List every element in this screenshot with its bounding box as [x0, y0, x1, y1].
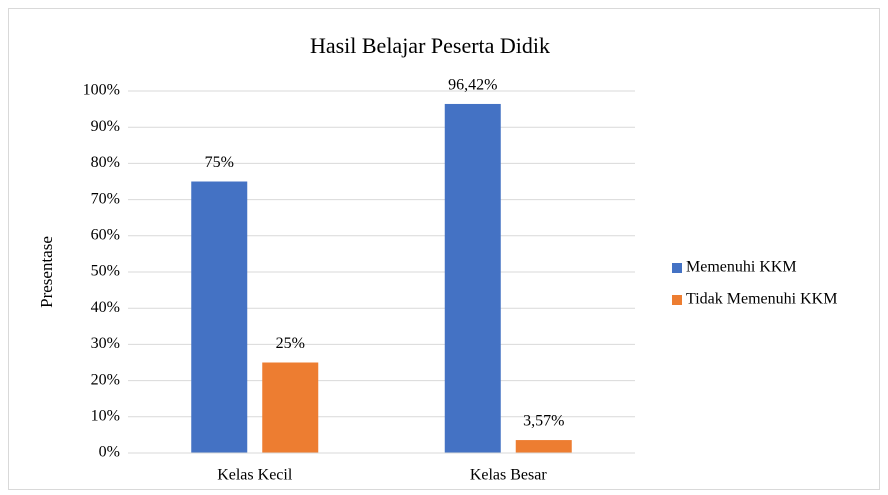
y-tick-label: 20%	[91, 371, 120, 388]
legend-label: Tidak Memenuhi KKM	[686, 291, 837, 308]
y-tick-label: 50%	[91, 263, 120, 280]
x-tick-label: Kelas Besar	[470, 467, 548, 484]
bar	[262, 362, 319, 453]
chart-title: Hasil Belajar Peserta Didik	[310, 33, 550, 58]
y-tick-label: 90%	[91, 118, 120, 135]
y-tick-label: 100%	[83, 82, 120, 99]
y-axis-label: Presentase	[37, 236, 56, 308]
y-tick-label: 0%	[99, 444, 120, 461]
y-tick-label: 60%	[91, 226, 120, 243]
bar	[191, 181, 248, 453]
data-label: 3,57%	[523, 413, 564, 430]
data-label: 75%	[205, 154, 234, 171]
bar	[515, 440, 572, 453]
legend-swatch	[672, 263, 682, 273]
y-tick-label: 70%	[91, 190, 120, 207]
legend-label: Memenuhi KKM	[686, 259, 797, 276]
y-tick-label: 30%	[91, 335, 120, 352]
bar	[444, 103, 501, 454]
chart-border	[8, 8, 880, 490]
y-tick-label: 80%	[91, 154, 120, 171]
y-tick-label: 40%	[91, 299, 120, 316]
x-tick-label: Kelas Kecil	[217, 467, 293, 484]
data-label: 96,42%	[448, 77, 497, 94]
data-label: 25%	[276, 335, 305, 352]
legend-swatch	[672, 295, 682, 305]
y-tick-label: 10%	[91, 407, 120, 424]
